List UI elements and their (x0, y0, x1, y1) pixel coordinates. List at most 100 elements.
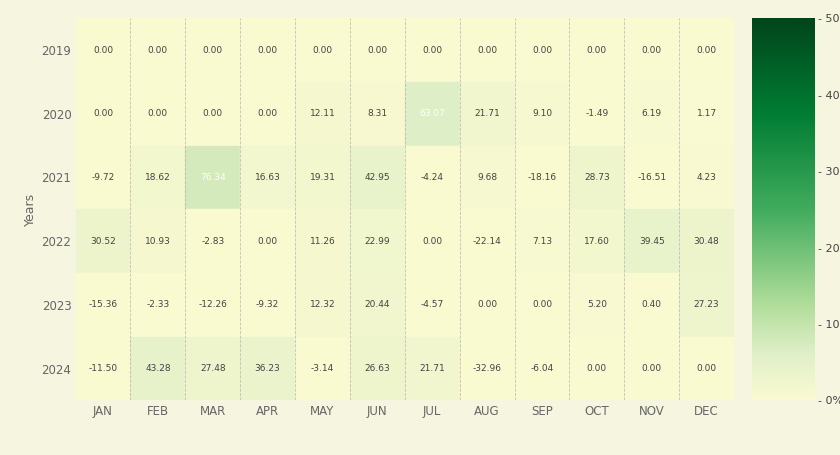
Text: 30.52: 30.52 (90, 237, 116, 246)
Bar (130, 273, 186, 337)
Bar (624, 273, 680, 337)
Bar (186, 209, 240, 273)
Bar (459, 209, 515, 273)
Text: 0.00: 0.00 (642, 364, 662, 373)
Bar (515, 273, 570, 337)
Y-axis label: Years: Years (24, 193, 38, 226)
Text: 0.00: 0.00 (532, 46, 552, 55)
Bar (350, 82, 405, 146)
Bar (186, 18, 240, 82)
Text: 0.00: 0.00 (696, 364, 717, 373)
Bar (570, 273, 624, 337)
Bar (515, 209, 570, 273)
Bar (624, 209, 680, 273)
Text: 43.28: 43.28 (145, 364, 171, 373)
Bar (76, 209, 130, 273)
Text: 0.00: 0.00 (93, 46, 113, 55)
Bar (680, 82, 734, 146)
Bar (350, 273, 405, 337)
Text: 5.20: 5.20 (587, 300, 606, 309)
Bar (680, 273, 734, 337)
Text: 0.00: 0.00 (202, 46, 223, 55)
Bar (295, 337, 350, 400)
Text: -16.51: -16.51 (638, 173, 666, 182)
Bar (350, 146, 405, 209)
Text: 17.60: 17.60 (584, 237, 610, 246)
Bar (624, 146, 680, 209)
Text: 0.00: 0.00 (477, 300, 497, 309)
Bar (405, 209, 459, 273)
Text: 22.99: 22.99 (365, 237, 391, 246)
Bar (240, 337, 295, 400)
Bar (186, 146, 240, 209)
Text: 11.26: 11.26 (310, 237, 335, 246)
Text: -12.26: -12.26 (198, 300, 227, 309)
Text: 0.00: 0.00 (367, 46, 387, 55)
Bar (130, 18, 186, 82)
Bar (130, 337, 186, 400)
Bar (186, 273, 240, 337)
Text: 9.10: 9.10 (532, 109, 552, 118)
Bar (405, 146, 459, 209)
Bar (350, 18, 405, 82)
Text: 26.63: 26.63 (365, 364, 391, 373)
Text: 6.19: 6.19 (642, 109, 662, 118)
Bar (76, 146, 130, 209)
Text: 0.00: 0.00 (258, 109, 278, 118)
Bar (459, 82, 515, 146)
Text: 0.00: 0.00 (202, 109, 223, 118)
Text: 27.23: 27.23 (694, 300, 719, 309)
Bar (459, 146, 515, 209)
Bar (570, 337, 624, 400)
Text: -9.72: -9.72 (92, 173, 115, 182)
Text: 21.71: 21.71 (475, 109, 500, 118)
Text: 0.00: 0.00 (258, 46, 278, 55)
Bar (295, 209, 350, 273)
Text: -4.57: -4.57 (421, 300, 444, 309)
Text: 0.00: 0.00 (423, 237, 443, 246)
Text: 0.00: 0.00 (312, 46, 333, 55)
Bar (405, 273, 459, 337)
Text: 0.00: 0.00 (93, 109, 113, 118)
Text: -2.83: -2.83 (201, 237, 224, 246)
Text: 12.11: 12.11 (310, 109, 335, 118)
Bar (624, 337, 680, 400)
Text: 0.40: 0.40 (642, 300, 662, 309)
Bar (459, 273, 515, 337)
Bar (680, 337, 734, 400)
Bar (570, 18, 624, 82)
Text: -32.96: -32.96 (473, 364, 501, 373)
Bar (350, 209, 405, 273)
Text: 42.95: 42.95 (365, 173, 391, 182)
Bar (295, 146, 350, 209)
Text: 0.00: 0.00 (148, 109, 168, 118)
Text: 0.00: 0.00 (696, 46, 717, 55)
Text: 4.23: 4.23 (696, 173, 717, 182)
Bar (570, 209, 624, 273)
Bar (680, 18, 734, 82)
Bar (240, 82, 295, 146)
Text: 63.07: 63.07 (419, 109, 445, 118)
Text: -22.14: -22.14 (473, 237, 501, 246)
Text: 12.32: 12.32 (310, 300, 335, 309)
Text: 36.23: 36.23 (255, 364, 281, 373)
Text: 0.00: 0.00 (423, 46, 443, 55)
Bar (405, 82, 459, 146)
Text: 16.63: 16.63 (255, 173, 281, 182)
Bar (76, 337, 130, 400)
Bar (350, 337, 405, 400)
Bar (76, 18, 130, 82)
Bar (515, 18, 570, 82)
Text: 27.48: 27.48 (200, 364, 226, 373)
Bar (570, 82, 624, 146)
Bar (515, 337, 570, 400)
Bar (240, 209, 295, 273)
Text: 0.00: 0.00 (587, 364, 607, 373)
Text: 30.48: 30.48 (694, 237, 720, 246)
Bar (570, 146, 624, 209)
Bar (405, 18, 459, 82)
Bar (295, 82, 350, 146)
Text: 21.71: 21.71 (419, 364, 445, 373)
Text: -18.16: -18.16 (528, 173, 557, 182)
Text: 10.93: 10.93 (145, 237, 171, 246)
